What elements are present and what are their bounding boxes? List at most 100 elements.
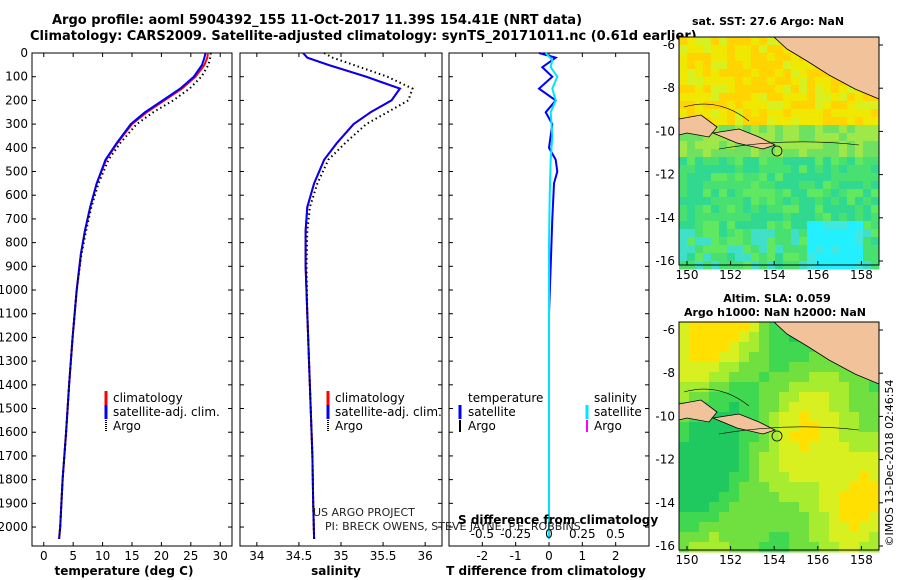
map-cell	[743, 101, 752, 110]
map-cell	[699, 452, 710, 463]
map-cell	[819, 502, 830, 513]
map-cell	[729, 392, 740, 403]
map-cell	[863, 141, 872, 150]
map-cell	[791, 69, 800, 78]
x-tick-label: 1	[579, 549, 587, 563]
map-cell	[699, 432, 710, 443]
map-cell	[759, 237, 768, 246]
map-cell	[739, 492, 750, 503]
map-cell	[767, 117, 776, 126]
map-cell	[727, 197, 736, 206]
depth-tick-label: 1600	[0, 425, 28, 439]
map-cell	[871, 237, 880, 246]
map-cell	[869, 522, 880, 533]
map-cell	[767, 61, 776, 70]
map-cell	[751, 205, 760, 214]
map-cell	[695, 149, 704, 158]
map-cell	[743, 85, 752, 94]
map-cell	[799, 93, 808, 102]
map-cell	[809, 472, 820, 483]
map-cell	[699, 532, 710, 543]
map-cell	[759, 181, 768, 190]
map-cell	[735, 117, 744, 126]
map-cell	[743, 213, 752, 222]
map-cell	[739, 382, 750, 393]
map-cell	[855, 229, 864, 238]
map-cell	[751, 93, 760, 102]
map-cell	[769, 382, 780, 393]
map-cell	[769, 442, 780, 453]
x-tick-label: -1	[510, 549, 522, 563]
map-cell	[869, 492, 880, 503]
map-cell	[815, 117, 824, 126]
map-cell	[751, 245, 760, 254]
map-cell	[687, 45, 696, 54]
map-cell	[815, 157, 824, 166]
map-cell	[679, 197, 688, 206]
map-cell	[823, 117, 832, 126]
map-cell	[869, 472, 880, 483]
map-cell	[699, 522, 710, 533]
map-cell	[767, 197, 776, 206]
map-cell	[709, 332, 720, 343]
map-cell	[743, 205, 752, 214]
map-cell	[783, 125, 792, 134]
depth-axis: 0 100 200 300 400 500 600 700 800 900 1000 1100 1200…	[0, 46, 649, 534]
map-x-tick-label: 154	[763, 553, 786, 567]
map-cell	[751, 229, 760, 238]
map-cell	[823, 165, 832, 174]
map-cell	[863, 237, 872, 246]
map-cell	[703, 173, 712, 182]
map-cell	[789, 392, 800, 403]
map-cell	[727, 237, 736, 246]
map-y-tick-label: -8	[663, 81, 675, 95]
map-cell	[849, 482, 860, 493]
map-cell	[695, 133, 704, 142]
map-cell	[687, 181, 696, 190]
salinity-legend: climatology satellite-adj. clim. Argo US…	[313, 391, 581, 533]
map-cell	[719, 342, 730, 353]
map-cell	[863, 205, 872, 214]
map-cell	[759, 205, 768, 214]
map-cell	[791, 253, 800, 262]
map-cell	[869, 422, 880, 433]
map-cell	[839, 109, 848, 118]
map-cell	[779, 512, 790, 523]
map-cell	[859, 502, 870, 513]
map-cell	[679, 422, 690, 433]
map-cell	[749, 432, 760, 443]
map-cell	[823, 125, 832, 134]
map-cell	[687, 61, 696, 70]
map-cell	[775, 245, 784, 254]
map-cell	[759, 502, 770, 513]
map-cell	[819, 522, 830, 533]
map-cell	[871, 181, 880, 190]
map-cell	[775, 141, 784, 150]
map-y-tick-label: -8	[663, 366, 675, 380]
map-cell	[687, 205, 696, 214]
map-cell	[679, 173, 688, 182]
map-cell	[779, 352, 790, 363]
map-cell	[823, 77, 832, 86]
map-cell	[789, 502, 800, 513]
map-cell	[703, 181, 712, 190]
map-cell	[855, 165, 864, 174]
map-cell	[679, 352, 690, 363]
map-cell	[809, 522, 820, 533]
map-cell	[735, 189, 744, 198]
map-cell	[807, 197, 816, 206]
map-cell	[769, 402, 780, 413]
map-cell	[695, 61, 704, 70]
map-cell	[735, 101, 744, 110]
map-cell	[859, 542, 870, 553]
map-cell	[807, 221, 816, 230]
map-cell	[719, 165, 728, 174]
bathymetry-contour	[718, 141, 860, 150]
map-cell	[699, 422, 710, 433]
map-cell	[839, 149, 848, 158]
map-cell	[769, 322, 780, 333]
map-cell	[699, 472, 710, 483]
map-cell	[807, 165, 816, 174]
map-cell	[839, 482, 850, 493]
x-tick-label: 35	[333, 549, 348, 563]
